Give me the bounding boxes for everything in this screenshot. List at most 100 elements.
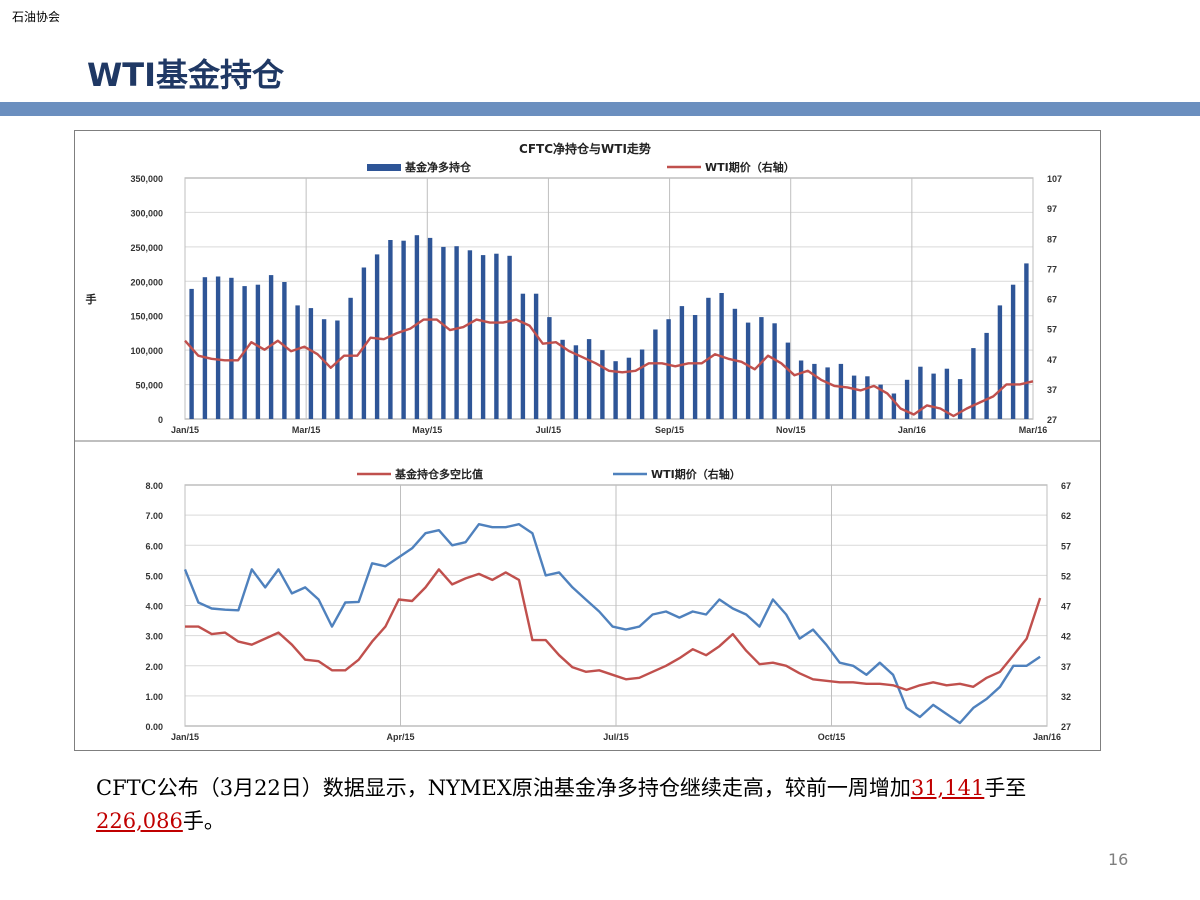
chart-1-legend-swatch-bars	[367, 164, 401, 171]
chart-1-bar	[971, 348, 976, 419]
chart-1-bar	[997, 305, 1003, 419]
chart-1-bar	[374, 254, 380, 419]
chart-1-bar	[282, 282, 287, 419]
chart-2-y-tick-label: 5.00	[145, 571, 163, 581]
chart-1-bar	[626, 357, 632, 419]
chart-1-bar	[586, 339, 592, 419]
chart-1-y2-tick-label: 77	[1047, 264, 1057, 274]
chart-1-bar	[321, 319, 327, 419]
chart-1-y-tick-label: 300,000	[130, 208, 163, 218]
chart-1-y-tick-label: 150,000	[130, 312, 163, 322]
chart-2-legend-label-wti: WTI期价（右轴）	[651, 467, 741, 481]
chart-1-bar	[255, 284, 261, 419]
chart-1-bar	[745, 322, 751, 419]
chart-panel: CFTC净持仓与WTI走势 基金净多持仓 WTI期价（右轴） 手 350,000 300,…	[74, 130, 1101, 751]
chart-2-y-tick-label: 0.00	[145, 722, 163, 732]
chart-1-bar	[904, 379, 910, 419]
chart-1-x-tick-label: Jan/15	[171, 425, 199, 435]
chart-1-bar	[772, 323, 777, 419]
chart-2-x-tick-label: Apr/15	[386, 732, 414, 742]
chart-1-bar	[361, 267, 367, 419]
chart-1-title: CFTC净持仓与WTI走势	[519, 141, 651, 156]
chart-1-bar	[454, 246, 459, 419]
chart-1-bar	[1010, 284, 1016, 419]
chart-1-bar	[944, 368, 950, 419]
chart-2-legend-label-ratio: 基金持仓多空比值	[394, 467, 483, 481]
chart-1-bar	[613, 361, 618, 419]
chart-1-bar	[865, 376, 870, 419]
summary-paragraph: CFTC公布（3月22日）数据显示，NYMEX原油基金净多持仓继续走高，较前一周…	[96, 772, 1106, 838]
chart-1-y-tick-label: 100,000	[130, 346, 163, 356]
chart-1-y-tick-label: 0	[158, 415, 163, 425]
chart-2-x-tick-label: Jan/15	[171, 732, 199, 742]
chart-1-y2-tick-label: 47	[1047, 355, 1057, 365]
chart-1-y2-tick-label: 87	[1047, 234, 1057, 244]
chart-1-bar	[414, 235, 420, 419]
chart-1-bar	[427, 237, 433, 419]
chart-1-bar	[308, 308, 314, 419]
chart-1-x-tick-label: May/15	[412, 425, 442, 435]
chart-2-y-tick-label: 7.00	[145, 511, 163, 521]
chart-2-y2-tick-label: 47	[1061, 602, 1071, 612]
chart-1-x-tick-label: Mar/15	[292, 425, 321, 435]
summary-text-b: 手至	[984, 776, 1027, 800]
chart-1-y2-tick-label: 97	[1047, 204, 1057, 214]
chart-2-y2-tick-label: 67	[1061, 481, 1071, 491]
chart-1-bar	[268, 275, 274, 419]
chart-2-y2-tick-label: 37	[1061, 662, 1071, 672]
chart-1-bar	[441, 246, 446, 419]
chart-1-bar	[838, 363, 844, 419]
chart-1-legend-label-bars: 基金净多持仓	[404, 160, 472, 174]
chart-2-y2-tick-label: 42	[1061, 632, 1071, 642]
chart-1-x-tick-label: Jul/15	[536, 425, 562, 435]
chart-1-bar	[560, 339, 565, 419]
chart-1-bar	[507, 255, 512, 419]
chart-2-wti-line	[183, 523, 1041, 725]
chart-1-bar	[1024, 263, 1029, 419]
chart-1-bar	[335, 320, 340, 419]
chart-1-y-tick-label: 250,000	[130, 243, 163, 253]
chart-1-bar	[533, 293, 539, 419]
header-divider	[0, 102, 1200, 116]
chart-1-bar	[295, 305, 300, 419]
chart-1-y2-tick-label: 27	[1047, 415, 1057, 425]
chart-1-bar	[348, 297, 353, 419]
chart-1-y-axis-label: 手	[86, 292, 97, 306]
chart-1-bar	[494, 253, 499, 419]
chart-1-bar	[957, 379, 963, 419]
chart-1-legend-label-line: WTI期价（右轴）	[705, 160, 795, 174]
chart-1-bar	[666, 319, 671, 419]
chart-1-bar	[467, 250, 473, 419]
chart-1-x-tick-label: Mar/16	[1019, 425, 1048, 435]
chart-1-bar	[480, 255, 486, 419]
chart-2-ratio-line	[185, 568, 1042, 692]
chart-1-bar	[639, 349, 645, 419]
chart-1-bar	[732, 308, 738, 419]
chart-2-y-tick-label: 2.00	[145, 662, 163, 672]
summary-text-a: CFTC公布（3月22日）数据显示，NYMEX原油基金净多持仓继续走高，较前一周…	[96, 776, 911, 800]
chart-2-y2-tick-label: 27	[1061, 722, 1071, 732]
chart-2: 基金持仓多空比值 WTI期价（右轴） 8.00 7.00 6.00 5.00 4.00 3.0…	[145, 467, 1071, 742]
chart-1-bar	[547, 317, 552, 419]
chart-1-bar	[931, 373, 936, 419]
chart-2-y-tick-label: 6.00	[145, 541, 163, 551]
chart-2-x-tick-label: Oct/15	[818, 732, 846, 742]
chart-2-x-tick-label: Jan/16	[1033, 732, 1061, 742]
chart-1-bar	[759, 317, 764, 419]
chart-2-y2-tick-label: 62	[1061, 511, 1071, 521]
chart-2-y-tick-label: 8.00	[145, 481, 163, 491]
position-value: 226,086	[96, 809, 183, 833]
chart-1-y2-tick-label: 67	[1047, 295, 1057, 305]
chart-1-bar	[878, 384, 883, 419]
chart-1-x-tick-label: Jan/16	[898, 425, 926, 435]
chart-2-y2-tick-label: 32	[1061, 692, 1071, 702]
chart-1-y2-tick-label: 107	[1047, 174, 1062, 184]
chart-2-y2-tick-label: 57	[1061, 541, 1071, 551]
chart-2-y2-tick-label: 52	[1061, 571, 1071, 581]
chart-1-x-tick-label: Nov/15	[776, 425, 806, 435]
chart-1-bar	[679, 306, 685, 419]
chart-1-bar	[692, 315, 698, 419]
chart-1-bar	[812, 363, 817, 419]
